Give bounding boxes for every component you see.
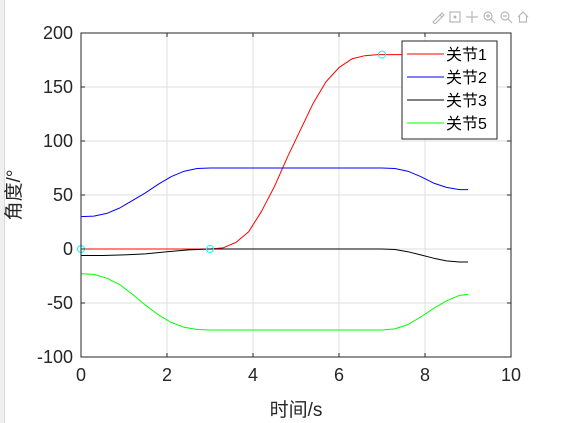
home-icon[interactable] xyxy=(516,10,530,24)
legend-label: 关节5 xyxy=(446,115,487,133)
point-marker xyxy=(378,50,386,59)
legend[interactable]: 关节1 关节2 关节3 关节5 xyxy=(401,40,498,140)
x-tick-label: 0 xyxy=(76,365,86,385)
x-tick-label: 8 xyxy=(420,365,430,385)
y-tick-label: 50 xyxy=(53,185,73,205)
axes-toolbar[interactable] xyxy=(431,8,530,26)
datatip-icon[interactable] xyxy=(448,10,462,24)
legend-label: 关节1 xyxy=(446,46,487,64)
y-tick-label: 100 xyxy=(43,131,73,151)
y-tick-label: -100 xyxy=(37,347,73,367)
x-tick-label: 4 xyxy=(248,365,258,385)
zoom-out-icon[interactable] xyxy=(499,10,513,24)
x-tick-label: 6 xyxy=(334,365,344,385)
x-tick-label: 10 xyxy=(501,365,521,385)
point-marker xyxy=(206,245,214,253)
x-tick-label: 2 xyxy=(162,365,172,385)
axis-ticks: 0 2 4 6 8 10 -100 -50 0 50 100 150 200 xyxy=(37,23,521,385)
y-tick-label: 200 xyxy=(43,23,73,43)
pan-icon[interactable] xyxy=(465,10,479,24)
series-line-2 xyxy=(80,167,468,218)
y-axis-label: 角度/° xyxy=(3,170,25,221)
series-line-1 xyxy=(81,54,468,250)
legend-label: 关节2 xyxy=(446,69,487,87)
legend-label: 关节3 xyxy=(446,92,487,110)
zoom-in-icon[interactable] xyxy=(482,10,496,24)
y-tick-label: -50 xyxy=(47,293,73,313)
x-axis-label: 时间/s xyxy=(270,399,323,421)
series-line-4 xyxy=(80,273,469,331)
y-tick-label: 0 xyxy=(63,239,73,259)
window-edge xyxy=(0,0,5,423)
series-lines xyxy=(80,54,469,331)
series-line-3 xyxy=(81,248,468,263)
brush-icon[interactable] xyxy=(431,10,445,24)
y-tick-label: 150 xyxy=(43,77,73,97)
